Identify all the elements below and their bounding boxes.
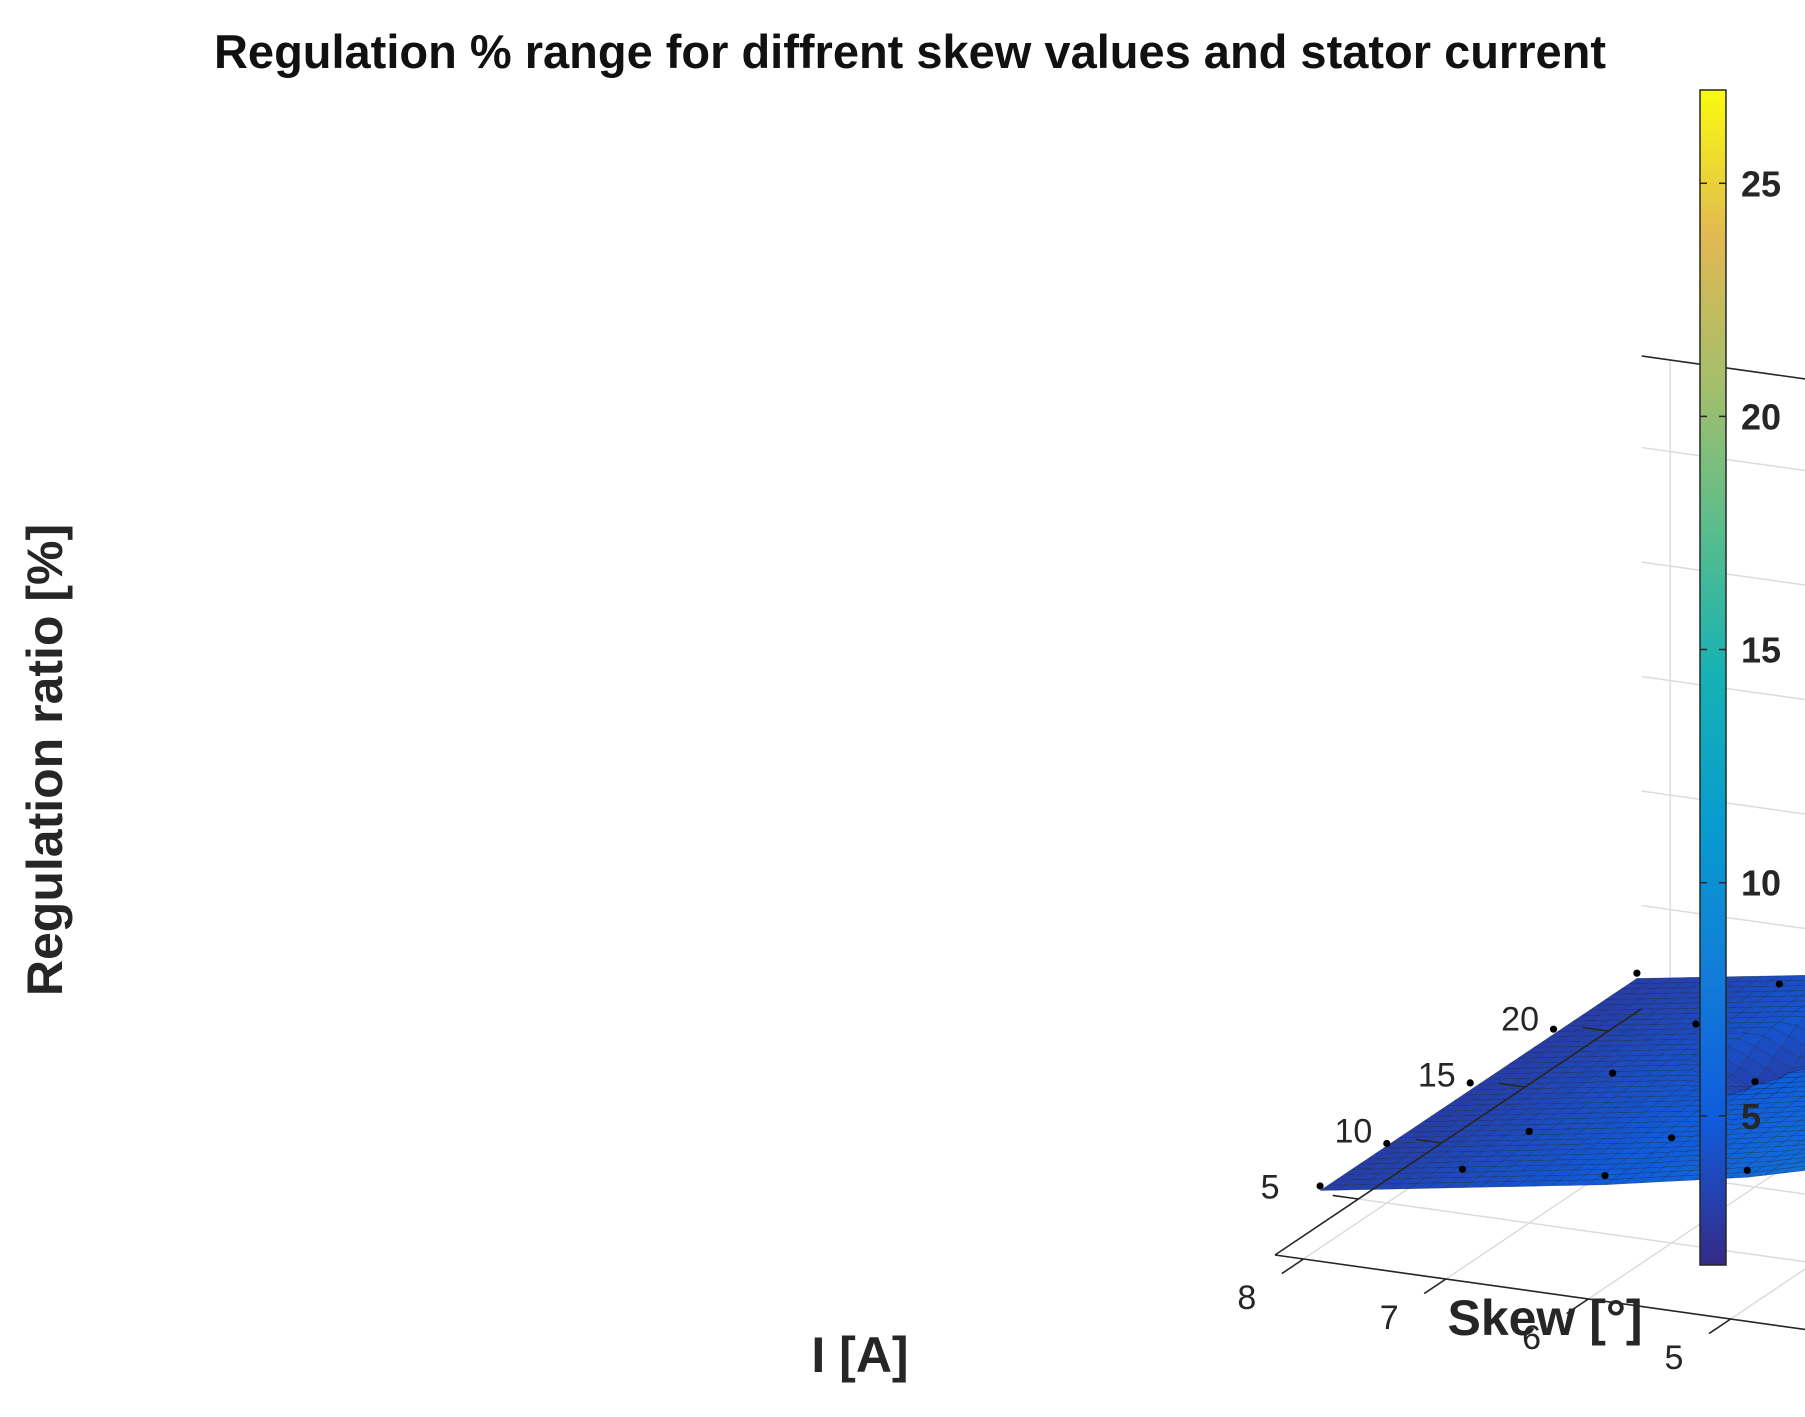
chart-title: Regulation % range for diffrent skew val… [214,25,1606,78]
measured-point [1668,1134,1676,1142]
y-tick [1582,1026,1609,1032]
measured-point [1751,1078,1759,1086]
measured-point [1601,1172,1609,1180]
surface-patch [1782,1165,1805,1174]
measured-point [1383,1139,1391,1148]
surface-patch [1800,1127,1805,1131]
colorbar-tick-label: 10 [1741,863,1781,904]
surface-patch [1802,1094,1805,1097]
measured-points [1316,969,1783,1190]
x-tick-label: 8 [1237,1279,1256,1317]
colorbar-tick-label: 15 [1741,630,1781,671]
measured-point [1466,1079,1474,1087]
measured-point [1609,1069,1617,1077]
measured-point [1525,1127,1533,1135]
x-tick [1566,1298,1589,1315]
surface-patch [1800,992,1805,997]
colorbar: 5 10 15 20 25 [1699,89,1781,1266]
y-tick [1499,1082,1526,1088]
measured-point [1549,1025,1558,1033]
colorbar-tick-label: 5 [1741,1096,1761,1137]
y-tick [1415,1138,1442,1144]
surface-patch [1800,1167,1805,1172]
y-tick-label: 20 [1501,1001,1539,1039]
measured-point [1743,1166,1751,1174]
colorbar-bar [1699,89,1727,1266]
measured-point [1316,1182,1324,1190]
measured-point [1633,969,1641,977]
z-axis-label: Regulation ratio [%] [17,524,73,996]
regulation-surface [1319,975,1805,1191]
grid-line-y-floor [1358,1198,1805,1263]
y-tick-label: 5 [1261,1169,1280,1207]
x-tick-label: 6 [1522,1319,1541,1357]
x-tick [1708,1318,1732,1335]
y-tick-label: 15 [1418,1057,1456,1095]
x-tick-label: 7 [1380,1299,1399,1337]
axes-box-front [1274,1007,1805,1331]
y-axis-label: Skew [°] [1447,1290,1642,1346]
measured-point [1458,1165,1467,1173]
x-tick [1423,1278,1447,1295]
colorbar-tick-label: 20 [1741,396,1781,437]
measured-point [1692,1020,1700,1028]
measured-point [1775,980,1783,988]
axis-ticks: 123456785101520510152025 [1237,1001,1732,1377]
grid-line-x-floor [1587,1152,1805,1300]
y-tick [1332,1194,1359,1200]
grid-line-x-floor [1730,1268,1805,1320]
x-tick-label: 5 [1665,1339,1684,1377]
surface-patch [1800,1083,1805,1087]
x-tick [1281,1258,1304,1275]
y-tick-label: 10 [1334,1113,1372,1151]
y-axis-line [1274,1007,1643,1256]
colorbar-tick-label: 25 [1741,163,1781,204]
x-axis-label: I [A] [811,1327,908,1383]
x-axis-line [1274,1254,1805,1331]
